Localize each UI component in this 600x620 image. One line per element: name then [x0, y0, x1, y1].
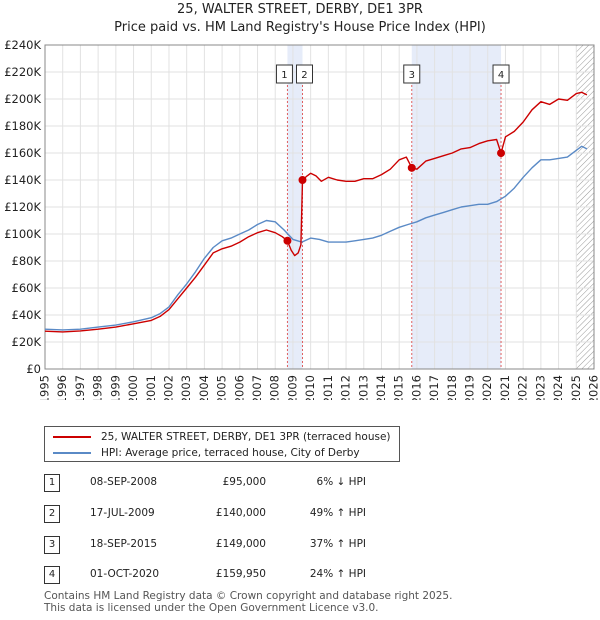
legend-label-property: 25, WALTER STREET, DERBY, DE1 3PR (terra…	[101, 431, 391, 443]
x-tick-label: 1999	[108, 375, 122, 400]
transaction-hpi: 49% ↑ HPI	[309, 507, 366, 519]
x-tick-label: 1997	[73, 375, 87, 400]
transaction-number: 3	[44, 536, 60, 554]
x-tick-label: 2021	[498, 375, 512, 400]
price-chart: 1 2 3 4 £0 £20K £40K £60K £80K £100K £120K £140K £16…	[4, 38, 600, 400]
marker-badge-box	[295, 64, 313, 84]
plot-frame	[44, 44, 595, 370]
legend: 25, WALTER STREET, DERBY, DE1 3PR (terra…	[44, 426, 400, 462]
y-tick-label: £60K	[12, 281, 42, 295]
x-tick-label: 1998	[91, 375, 105, 400]
y-tick-label: £180K	[4, 119, 41, 133]
chart-subtitle: Price paid vs. HM Land Registry's House …	[114, 20, 486, 35]
marker-badge: 1	[275, 64, 293, 84]
x-tick-label: 2022	[516, 375, 530, 400]
x-tick-label: 2001	[144, 375, 158, 400]
x-tick-label: 2014	[374, 375, 388, 400]
x-tick-label: 2008	[268, 375, 282, 400]
x-tick-label: 2010	[303, 375, 317, 400]
y-tick-label: £40K	[12, 308, 42, 322]
x-tick-label: 1995	[38, 375, 52, 400]
x-tick-label: 2018	[445, 375, 459, 400]
x-tick-label: 2007	[250, 375, 264, 400]
marker-badge-label: 4	[498, 70, 504, 81]
transaction-number: 4	[44, 566, 60, 584]
transaction-price: £159,950	[215, 568, 266, 580]
transaction-row: 2 17-JUL-2009 £140,000 49% ↑ HPI	[44, 505, 444, 525]
transaction-hpi: 37% ↑ HPI	[309, 538, 366, 550]
transaction-hpi: 6% ↓ HPI	[316, 476, 366, 488]
chart-title: 25, WALTER STREET, DERBY, DE1 3PR	[177, 2, 423, 17]
x-tick-label: 2012	[339, 375, 353, 400]
marker-badge-box	[492, 64, 510, 84]
transaction-date: 08-SEP-2008	[90, 476, 158, 488]
x-tick-label: 2020	[480, 375, 494, 400]
x-tick-label: 2003	[179, 375, 193, 400]
legend-label-hpi: HPI: Average price, terraced house, City…	[101, 447, 360, 459]
sale-point	[283, 236, 292, 245]
sale-point	[298, 176, 307, 184]
transaction-row: 4 01-OCT-2020 £159,950 24% ↑ HPI	[44, 566, 444, 586]
attribution-line-2: This data is licensed under the Open Gov…	[44, 602, 379, 614]
legend-swatch-hpi	[53, 452, 91, 454]
transaction-date: 01-OCT-2020	[90, 568, 159, 580]
series-line-hpi	[44, 145, 588, 331]
transaction-price: £149,000	[215, 538, 266, 550]
transaction-row: 3 18-SEP-2015 £149,000 37% ↑ HPI	[44, 536, 444, 556]
x-tick-label: 2019	[463, 375, 477, 400]
attribution: Contains HM Land Registry data © Crown c…	[44, 590, 452, 614]
x-tick-label: 2015	[392, 375, 406, 400]
x-tick-label: 2000	[126, 375, 140, 400]
transaction-price: £95,000	[222, 476, 266, 488]
transaction-hpi: 24% ↑ HPI	[309, 568, 366, 580]
transaction-price: £140,000	[215, 507, 266, 519]
x-tick-label: 2024	[551, 375, 565, 400]
marker-badge: 2	[295, 64, 313, 84]
y-tick-label: £120K	[4, 200, 41, 214]
y-tick-label: £0	[26, 362, 41, 376]
series-line-property	[44, 91, 588, 333]
marker-badge-label: 1	[281, 70, 287, 81]
attribution-line-1: Contains HM Land Registry data © Crown c…	[44, 590, 453, 602]
sale-point	[407, 163, 416, 172]
x-tick-label: 2016	[409, 375, 423, 400]
x-tick-label: 2026	[587, 375, 600, 400]
transaction-row: 1 08-SEP-2008 £95,000 6% ↓ HPI	[44, 474, 444, 494]
y-tick-label: £80K	[12, 254, 42, 268]
x-tick-label: 2005	[215, 375, 229, 400]
transaction-date: 17-JUL-2009	[90, 507, 155, 519]
y-tick-label: £140K	[4, 173, 41, 187]
y-tick-label: £220K	[4, 65, 41, 79]
transaction-number: 2	[44, 505, 60, 523]
x-tick-label: 2011	[321, 375, 335, 400]
y-tick-label: £100K	[4, 227, 41, 241]
x-tick-label: 2025	[569, 375, 583, 400]
transaction-number: 1	[44, 474, 60, 492]
marker-badge-label: 3	[409, 70, 415, 81]
marker-badge: 4	[492, 64, 510, 84]
x-tick-label: 2023	[533, 375, 547, 400]
marker-badge: 3	[403, 64, 421, 84]
y-tick-label: £160K	[4, 146, 41, 160]
x-tick-label: 2009	[285, 375, 299, 400]
x-tick-label: 2006	[232, 375, 246, 400]
marker-badge-label: 2	[301, 70, 307, 81]
x-tick-label: 2013	[356, 375, 370, 400]
y-tick-label: £20K	[12, 335, 42, 349]
marker-badge-box	[275, 64, 293, 84]
sale-point	[497, 149, 506, 158]
x-tick-label: 1996	[55, 375, 69, 400]
x-tick-label: 2002	[161, 375, 175, 400]
x-tick-label: 2017	[427, 375, 441, 400]
marker-badge-box	[403, 64, 421, 84]
legend-swatch-property	[53, 436, 91, 438]
x-tick-label: 2004	[197, 375, 211, 400]
y-tick-label: £200K	[4, 92, 41, 106]
y-tick-label: £240K	[4, 38, 41, 52]
transaction-date: 18-SEP-2015	[90, 538, 158, 550]
